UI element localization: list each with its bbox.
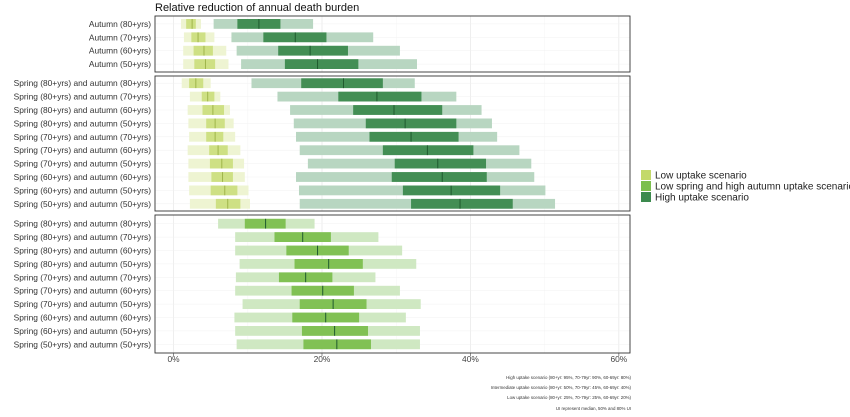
x-tick-label: 60% <box>610 354 627 364</box>
row-label: Spring (60+yrs) and autumn (50+yrs) <box>14 326 152 336</box>
interval-50-bar <box>365 118 457 129</box>
interval-50-bar <box>394 158 487 169</box>
row-label: Autumn (80+yrs) <box>89 19 151 29</box>
panel-2: Spring (80+yrs) and autumn (80+yrs) Sprin… <box>14 75 631 212</box>
footnote: Intermediate uptake scenario (80+yr: 50%… <box>491 385 632 390</box>
row-label: Spring (60+yrs) and autumn (60+yrs) <box>14 313 152 323</box>
panel-border <box>154 214 631 354</box>
interval-50-bar <box>369 131 459 142</box>
legend-label: High uptake scenario <box>655 193 749 204</box>
legend-swatch <box>641 192 651 202</box>
interval-50-bar <box>338 91 422 102</box>
footnotes: High uptake scenario (80+yr: 95%, 70-79y… <box>491 375 632 411</box>
row-label: Spring (80+yrs) and autumn (70+yrs) <box>14 232 152 242</box>
footnote: Low uptake scenario (80+yr: 25%, 70-79yr… <box>507 395 631 400</box>
row-label: Spring (80+yrs) and autumn (60+yrs) <box>14 246 152 256</box>
legend-label: Low uptake scenario <box>655 171 747 182</box>
interval-50-bar <box>301 78 383 89</box>
row-label: Autumn (60+yrs) <box>89 46 151 56</box>
row-label: Autumn (70+yrs) <box>89 32 151 42</box>
row-label: Spring (80+yrs) and autumn (80+yrs) <box>14 78 152 88</box>
x-tick-label: 20% <box>314 354 331 364</box>
legend-label: Low spring and high autumn uptake scenar… <box>655 182 850 193</box>
row-label: Spring (60+yrs) and autumn (50+yrs) <box>14 185 152 195</box>
footnote: UI represent median, 50% and 80% UI <box>556 406 631 411</box>
row-label: Spring (60+yrs) and autumn (60+yrs) <box>14 172 152 182</box>
legend-swatch <box>641 181 651 191</box>
panel-border <box>154 75 631 212</box>
legend-swatch <box>641 170 651 180</box>
panel-border <box>154 15 631 73</box>
row-label: Spring (70+yrs) and autumn (60+yrs) <box>14 145 152 155</box>
panel-3: Spring (80+yrs) and autumn (80+yrs) Sprin… <box>14 214 631 354</box>
row-label: Spring (80+yrs) and autumn (70+yrs) <box>14 92 152 102</box>
interval-50-bar <box>411 198 513 209</box>
row-label: Spring (70+yrs) and autumn (70+yrs) <box>14 132 152 142</box>
row-label: Spring (80+yrs) and autumn (60+yrs) <box>14 105 152 115</box>
row-label: Autumn (50+yrs) <box>89 59 151 69</box>
interval-50-bar <box>210 185 238 196</box>
interval-50-bar <box>382 145 474 156</box>
row-label: Spring (80+yrs) and autumn (80+yrs) <box>14 219 152 229</box>
x-tick-label: 40% <box>462 354 479 364</box>
row-label: Spring (80+yrs) and autumn (50+yrs) <box>14 118 152 128</box>
interval-50-bar <box>278 45 348 56</box>
x-tick-label: 0% <box>168 354 181 364</box>
x-axis: 0% 20% 40% 60% <box>168 353 628 364</box>
row-label: Spring (70+yrs) and autumn (70+yrs) <box>14 272 152 282</box>
interval-50-bar <box>353 105 443 115</box>
interval-50-bar <box>284 59 359 69</box>
interval-50-bar <box>186 19 196 29</box>
chart-title: Relative reduction of annual death burde… <box>155 2 359 14</box>
row-label: Spring (70+yrs) and autumn (60+yrs) <box>14 286 152 296</box>
row-label: Spring (70+yrs) and autumn (50+yrs) <box>14 159 152 169</box>
interval-50-bar <box>194 59 216 69</box>
panel-1: Autumn (80+yrs) Autumn (70+yrs) Autumn (60… <box>89 15 631 73</box>
row-label: Spring (50+yrs) and autumn (50+yrs) <box>14 199 152 209</box>
plot-panels: Autumn (80+yrs) Autumn (70+yrs) Autumn (60… <box>14 15 631 354</box>
interval-50-bar <box>193 45 213 56</box>
interval-50-bar <box>391 172 487 182</box>
row-label: Spring (50+yrs) and autumn (50+yrs) <box>14 339 152 349</box>
row-label: Spring (80+yrs) and autumn (50+yrs) <box>14 259 152 269</box>
footnote: High uptake scenario (80+yr: 95%, 70-79y… <box>506 375 631 380</box>
row-label: Spring (70+yrs) and autumn (50+yrs) <box>14 299 152 309</box>
